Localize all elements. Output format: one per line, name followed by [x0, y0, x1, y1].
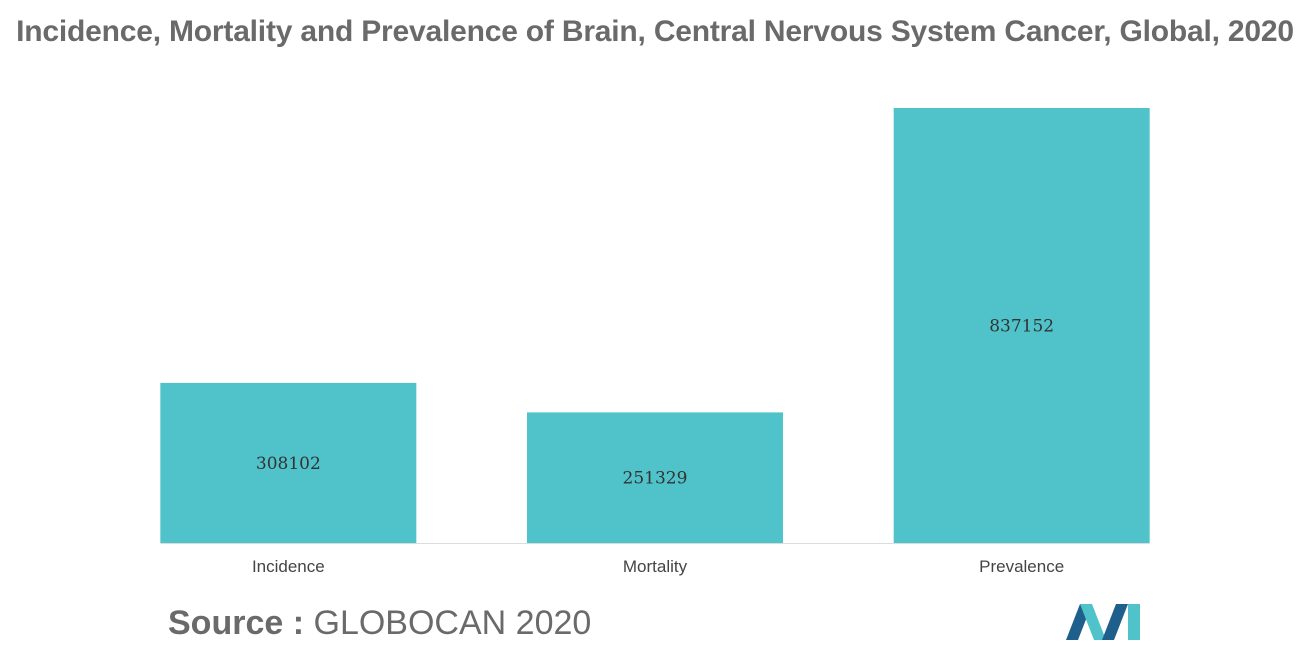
x-tick-label-incidence: Incidence	[252, 557, 325, 576]
data-label-incidence: 308102	[256, 454, 321, 474]
bar-incidence	[160, 382, 417, 543]
bar-prevalence	[893, 108, 1150, 543]
source-label: Source :	[168, 604, 305, 642]
x-tick-label-prevalence: Prevalence	[979, 557, 1064, 576]
source-note: Source : GLOBOCAN 2020	[168, 604, 591, 643]
x-tick-label-mortality: Mortality	[623, 557, 688, 576]
chart-title: Incidence, Mortality and Prevalence of B…	[16, 15, 1294, 48]
data-label-prevalence: 837152	[989, 317, 1054, 337]
data-label-mortality: 251329	[623, 469, 688, 489]
bar-mortality	[527, 412, 783, 543]
company-logo	[1066, 604, 1140, 640]
bar-chart: 308102 Incidence 251329 Mortality 837152 Prev…	[160, 108, 1150, 576]
source-value: GLOBOCAN 2020	[313, 604, 592, 642]
